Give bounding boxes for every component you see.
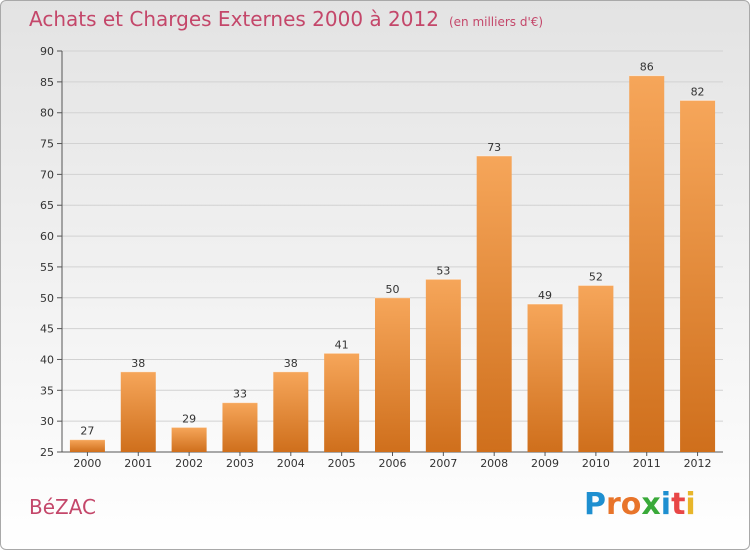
data-label: 38 <box>284 357 298 370</box>
data-label: 33 <box>233 388 247 401</box>
y-tick-label: 65 <box>40 199 54 212</box>
chart-title: Achats et Charges Externes 2000 à 2012 (e… <box>29 7 543 31</box>
data-label: 50 <box>386 283 400 296</box>
x-tick-label: 2002 <box>175 457 203 470</box>
commune-name: BéZAC <box>29 495 97 519</box>
x-tick-label: 2007 <box>429 457 457 470</box>
x-tick-label: 2003 <box>226 457 254 470</box>
y-tick-label: 90 <box>40 45 54 58</box>
x-tick-label: 2000 <box>73 457 101 470</box>
y-tick-label: 60 <box>40 230 54 243</box>
data-label: 53 <box>436 264 450 277</box>
logo-letter: i <box>685 487 696 522</box>
logo-letter: P <box>584 487 606 522</box>
bar <box>324 353 360 452</box>
y-tick-label: 70 <box>40 168 54 181</box>
x-tick-label: 2010 <box>582 457 610 470</box>
data-label: 52 <box>589 270 603 283</box>
chart-title-text: Achats et Charges Externes 2000 à 2012 <box>29 7 439 31</box>
bar <box>578 285 614 452</box>
x-tick-label: 2005 <box>328 457 356 470</box>
data-label: 82 <box>691 85 705 98</box>
x-tick-label: 2008 <box>480 457 508 470</box>
logo-letter: i <box>660 487 672 522</box>
bar <box>476 155 512 452</box>
chart-subtitle: (en milliers d'€) <box>448 15 544 29</box>
y-tick-label: 45 <box>40 323 54 336</box>
bar <box>680 100 716 452</box>
y-tick-label: 50 <box>40 292 54 305</box>
data-label: 86 <box>640 61 654 74</box>
bar <box>375 297 410 452</box>
bar <box>629 75 665 452</box>
x-tick-label: 2004 <box>277 457 305 470</box>
bar <box>171 427 207 452</box>
y-tick-label: 25 <box>40 446 54 459</box>
bar <box>425 279 461 452</box>
logo-letter: x <box>641 487 661 522</box>
logo-letter: t <box>671 487 686 522</box>
bar <box>120 371 156 452</box>
bar <box>69 439 105 452</box>
x-tick-label: 2009 <box>531 457 559 470</box>
proxiti-logo[interactable]: Proxiti <box>584 487 696 522</box>
data-label: 49 <box>538 289 552 302</box>
y-tick-label: 75 <box>40 138 54 151</box>
bars <box>69 75 716 452</box>
bar <box>527 303 563 452</box>
y-tick-label: 80 <box>40 107 54 120</box>
bar <box>222 402 258 452</box>
x-tick-label: 2001 <box>124 457 152 470</box>
logo-letter: r <box>606 487 621 522</box>
data-label: 73 <box>487 141 501 154</box>
y-tick-label: 85 <box>40 76 54 89</box>
bar <box>273 371 309 452</box>
x-tick-label: 2012 <box>684 457 712 470</box>
y-tick-label: 30 <box>40 415 54 428</box>
labels: 25 30 35 40 45 50 55 60 65 70 75 80 85 90 27 2000 38 2001… <box>40 45 712 470</box>
y-tick-label: 55 <box>40 261 54 274</box>
data-label: 41 <box>335 338 349 351</box>
x-tick-label: 2006 <box>379 457 407 470</box>
data-label: 29 <box>182 412 196 425</box>
y-tick-label: 40 <box>40 353 54 366</box>
data-label: 27 <box>80 425 94 438</box>
logo-letter: o <box>620 487 642 522</box>
data-label: 38 <box>131 357 145 370</box>
x-tick-label: 2011 <box>633 457 661 470</box>
y-tick-label: 35 <box>40 384 54 397</box>
